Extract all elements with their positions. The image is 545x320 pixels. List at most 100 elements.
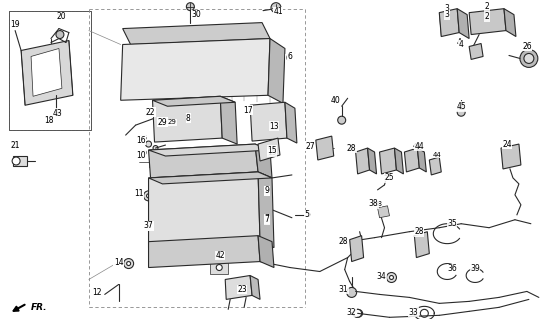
Circle shape xyxy=(360,159,366,165)
Bar xyxy=(210,261,228,274)
Polygon shape xyxy=(504,9,516,36)
Polygon shape xyxy=(123,23,270,44)
Circle shape xyxy=(524,53,534,63)
Text: 11: 11 xyxy=(134,189,143,198)
Text: 29: 29 xyxy=(168,119,177,125)
Polygon shape xyxy=(501,144,521,169)
Circle shape xyxy=(164,227,169,233)
Text: 38: 38 xyxy=(373,201,382,207)
Polygon shape xyxy=(149,172,272,184)
Circle shape xyxy=(347,287,356,297)
Text: 28: 28 xyxy=(415,227,424,236)
Text: 16: 16 xyxy=(136,136,146,145)
Text: 12: 12 xyxy=(92,288,101,297)
Text: 10: 10 xyxy=(138,150,147,156)
Polygon shape xyxy=(153,96,235,106)
Circle shape xyxy=(126,261,131,266)
Text: 5: 5 xyxy=(305,210,310,219)
Text: 9: 9 xyxy=(264,186,269,196)
Text: 27: 27 xyxy=(305,141,314,151)
Text: 38: 38 xyxy=(369,199,378,208)
Polygon shape xyxy=(457,9,469,38)
Circle shape xyxy=(124,259,134,268)
Circle shape xyxy=(153,146,158,150)
Polygon shape xyxy=(268,38,285,103)
Polygon shape xyxy=(258,236,274,268)
Text: 45: 45 xyxy=(456,102,466,111)
Text: 20: 20 xyxy=(57,14,65,20)
Text: 20: 20 xyxy=(56,12,66,21)
Text: 10: 10 xyxy=(136,150,146,160)
Text: 37: 37 xyxy=(144,221,153,230)
Text: 31: 31 xyxy=(339,285,348,294)
Text: 17: 17 xyxy=(243,106,253,115)
Circle shape xyxy=(143,191,154,201)
Text: 43: 43 xyxy=(53,109,63,118)
Polygon shape xyxy=(149,144,258,178)
Circle shape xyxy=(179,125,185,131)
Text: 14: 14 xyxy=(114,258,124,267)
Bar xyxy=(149,158,165,167)
Polygon shape xyxy=(417,148,426,172)
Circle shape xyxy=(420,309,428,317)
Polygon shape xyxy=(149,172,260,248)
Text: 23: 23 xyxy=(237,285,247,294)
Circle shape xyxy=(338,116,346,124)
Text: 41: 41 xyxy=(273,7,283,16)
Text: 15: 15 xyxy=(267,148,277,156)
Polygon shape xyxy=(350,236,364,261)
Text: 18: 18 xyxy=(45,117,53,123)
Polygon shape xyxy=(316,136,334,160)
Text: 29: 29 xyxy=(158,118,167,127)
Polygon shape xyxy=(149,144,270,156)
Text: 25: 25 xyxy=(385,173,394,182)
Text: 2: 2 xyxy=(485,12,489,21)
Polygon shape xyxy=(379,148,396,174)
Polygon shape xyxy=(31,49,62,96)
Text: 33: 33 xyxy=(409,308,418,317)
Text: 22: 22 xyxy=(144,111,153,117)
Polygon shape xyxy=(378,206,390,218)
Circle shape xyxy=(232,27,238,33)
Bar xyxy=(9,11,91,130)
Text: 41: 41 xyxy=(273,7,283,16)
Text: 39: 39 xyxy=(470,264,480,273)
Polygon shape xyxy=(285,102,297,143)
Text: 40: 40 xyxy=(331,96,341,105)
Text: 4: 4 xyxy=(459,40,464,49)
Text: 32: 32 xyxy=(347,308,356,317)
Text: 30: 30 xyxy=(191,10,201,19)
Text: 17: 17 xyxy=(243,106,253,115)
Text: 19: 19 xyxy=(10,20,20,29)
Text: 27: 27 xyxy=(305,141,314,151)
Text: 24: 24 xyxy=(502,140,512,148)
Polygon shape xyxy=(469,9,506,35)
Polygon shape xyxy=(220,96,237,144)
Text: 40: 40 xyxy=(331,96,341,105)
Text: 25: 25 xyxy=(383,175,392,181)
Text: 8: 8 xyxy=(186,114,191,123)
Text: 16: 16 xyxy=(138,135,147,141)
Text: 9: 9 xyxy=(264,186,269,196)
Text: 16: 16 xyxy=(136,136,146,145)
Text: 3: 3 xyxy=(445,10,450,19)
Ellipse shape xyxy=(353,309,362,317)
Text: 44: 44 xyxy=(433,152,441,158)
Text: 3: 3 xyxy=(445,4,450,13)
Text: 7: 7 xyxy=(264,215,269,224)
Circle shape xyxy=(192,28,198,35)
Circle shape xyxy=(271,3,281,13)
Text: 26: 26 xyxy=(522,42,532,51)
Polygon shape xyxy=(258,172,274,248)
Circle shape xyxy=(56,31,64,38)
Polygon shape xyxy=(250,102,287,141)
Text: 34: 34 xyxy=(377,272,386,281)
Text: 28: 28 xyxy=(415,229,424,235)
Polygon shape xyxy=(414,232,429,258)
Text: 6: 6 xyxy=(287,52,292,61)
Text: 26: 26 xyxy=(522,42,532,51)
Text: 8: 8 xyxy=(186,114,191,123)
Polygon shape xyxy=(258,138,280,161)
Text: FR.: FR. xyxy=(31,303,47,312)
Circle shape xyxy=(390,276,393,279)
